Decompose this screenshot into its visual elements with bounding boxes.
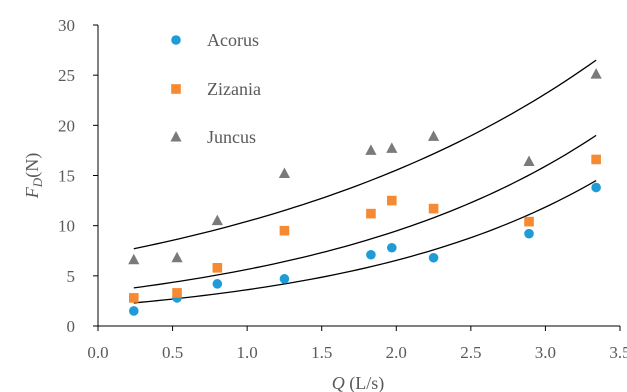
legend-marker-juncus — [170, 131, 182, 142]
x-axis-title-main: Q — [332, 373, 345, 392]
y-tick-label: 30 — [58, 16, 75, 35]
y-tick-label: 10 — [58, 217, 75, 236]
point-zizania — [172, 288, 182, 298]
point-zizania — [524, 216, 534, 227]
y-axis-ticks: 0 5 10 15 20 25 30 — [58, 16, 98, 336]
y-tick-label: 0 — [67, 317, 76, 336]
point-juncus — [171, 251, 183, 263]
point-zizania — [212, 263, 223, 273]
trendline-acorus — [133, 179, 597, 304]
point-zizania — [279, 225, 290, 236]
x-tick-label: 2.5 — [460, 343, 481, 362]
x-axis-title-unit: (L/s) — [345, 373, 385, 392]
legend-label-zizania: Zizania — [207, 79, 261, 99]
trendline-juncus — [133, 59, 597, 250]
y-axis-title-main: F — [22, 186, 42, 199]
point-acorus — [128, 306, 139, 316]
point-juncus — [278, 167, 291, 178]
x-tick-label: 3.0 — [535, 343, 556, 362]
point-acorus — [428, 252, 439, 263]
legend-marker-acorus — [171, 35, 181, 45]
x-tick-label: 1.5 — [311, 343, 332, 362]
point-acorus — [279, 274, 290, 284]
point-juncus — [128, 253, 140, 265]
trendline-zizania — [133, 134, 597, 289]
legend-marker-zizania — [171, 84, 181, 94]
point-acorus — [524, 228, 534, 239]
point-juncus — [590, 68, 602, 79]
axes — [97, 25, 620, 327]
point-acorus — [387, 242, 397, 253]
point-juncus — [427, 130, 440, 141]
x-tick-label: 2.0 — [386, 343, 407, 362]
y-tick-label: 25 — [58, 66, 75, 85]
y-tick-label: 5 — [67, 267, 76, 286]
point-acorus — [212, 279, 223, 289]
x-axis-ticks: 0.0 0.5 1.0 1.5 2.0 2.5 3.0 3.5 — [87, 326, 627, 362]
x-tick-label: 0.0 — [87, 343, 108, 362]
x-tick-label: 3.5 — [609, 343, 627, 362]
point-juncus — [523, 155, 535, 166]
data-points — [128, 68, 602, 316]
legend-label-juncus: Juncus — [207, 127, 256, 147]
point-juncus — [386, 142, 398, 153]
point-zizania — [387, 195, 397, 206]
y-axis-title: FD(N) — [22, 153, 45, 199]
point-zizania — [591, 154, 601, 165]
y-tick-label: 20 — [58, 116, 75, 135]
point-juncus — [211, 214, 223, 226]
y-tick-label: 15 — [58, 167, 75, 186]
legend-label-acorus: Acorus — [207, 30, 259, 50]
trendlines — [133, 59, 597, 304]
point-zizania — [128, 293, 139, 303]
point-zizania — [428, 203, 439, 214]
point-zizania — [366, 208, 376, 219]
x-axis-title: Q (L/s) — [332, 373, 385, 392]
point-acorus — [366, 249, 376, 260]
point-juncus — [365, 144, 377, 155]
point-acorus — [591, 182, 601, 193]
x-tick-label: 0.5 — [162, 343, 183, 362]
legend: Acorus Zizania Juncus — [170, 30, 261, 147]
y-axis-title-sub: D — [30, 177, 45, 188]
x-tick-label: 1.0 — [237, 343, 258, 362]
y-axis-title-unit: (N) — [22, 153, 43, 178]
